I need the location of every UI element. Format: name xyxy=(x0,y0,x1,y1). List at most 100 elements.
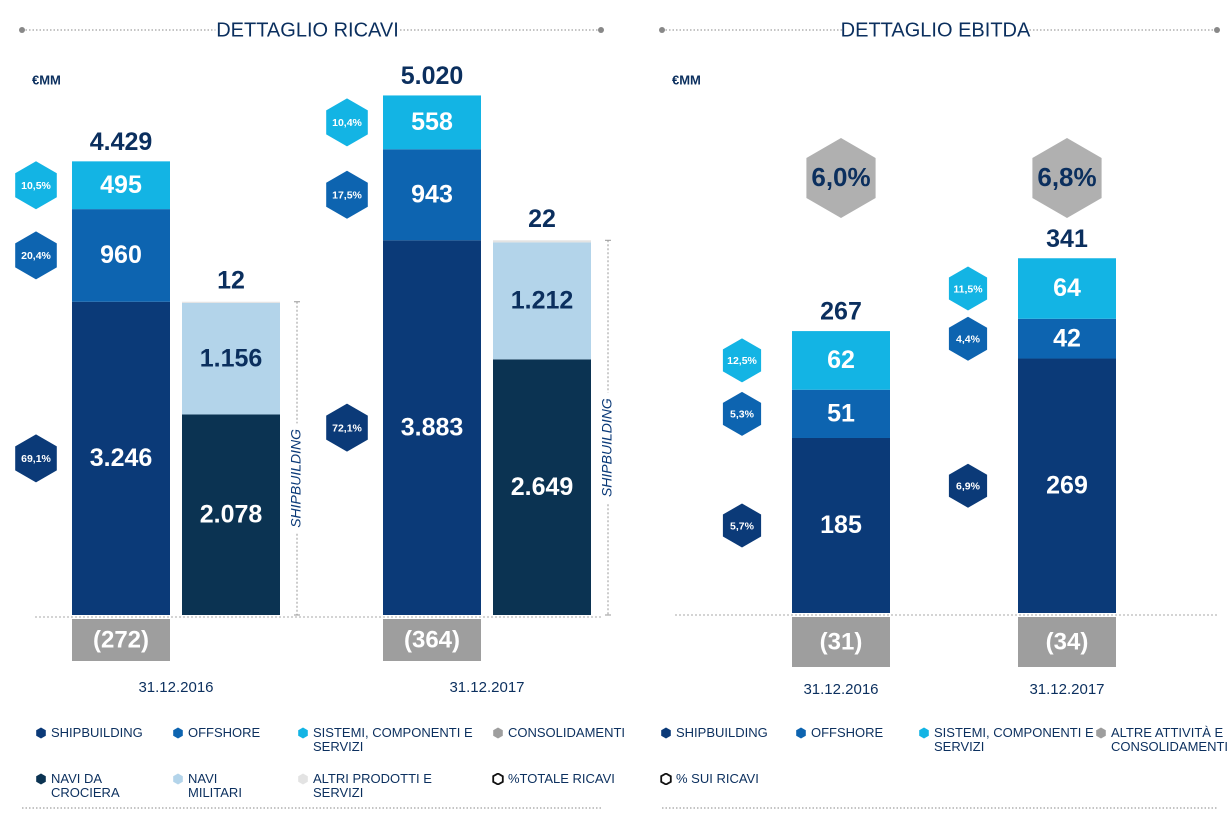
legend-swatch xyxy=(173,727,183,739)
share-label: 69,1% xyxy=(21,453,51,465)
consolidation-box xyxy=(792,617,890,667)
bar-segment xyxy=(1018,318,1116,359)
bar-segment xyxy=(493,242,591,360)
x-tick-label: 31.12.2017 xyxy=(1029,681,1104,698)
bar-segment xyxy=(383,240,481,615)
consolidation-box xyxy=(72,619,170,661)
bar-segment xyxy=(72,161,170,210)
margin-hex xyxy=(1032,138,1102,218)
share-label: 11,5% xyxy=(953,283,983,295)
legend-item: NAVI DA CROCIERA xyxy=(35,772,121,800)
legend-label: %TOTALE RICAVI xyxy=(508,771,615,786)
legend-item: NAVI MILITARI xyxy=(172,772,258,800)
detail-label: SHIPBUILDING xyxy=(288,429,304,528)
consolidation-label: (34) xyxy=(1046,628,1089,655)
legend-swatch xyxy=(796,727,806,739)
consolidation-label: (272) xyxy=(93,626,149,653)
segment-label: 960 xyxy=(100,241,142,269)
share-label: 5,7% xyxy=(730,520,755,532)
segment-label: 3.246 xyxy=(90,444,153,472)
share-hex xyxy=(326,170,368,219)
total-label: 4.429 xyxy=(90,128,153,156)
header-dot xyxy=(19,27,25,33)
legend-icon xyxy=(919,727,929,739)
legend-swatch xyxy=(660,773,672,785)
margin-label: 6,0% xyxy=(811,162,870,192)
legend-label: SISTEMI, COMPONENTI E SERVIZI xyxy=(934,725,1094,754)
share-label: 5,3% xyxy=(730,409,755,421)
legend-item: ALTRI PRODOTTI E SERVIZI xyxy=(297,772,473,800)
segment-label: 269 xyxy=(1046,471,1088,499)
consolidation-label: (31) xyxy=(820,628,863,655)
legend-icon xyxy=(492,773,504,785)
bar-segment xyxy=(182,302,280,415)
x-tick-label: 31.12.2017 xyxy=(449,679,524,696)
bar-segment xyxy=(792,437,890,613)
margin-label: 6,8% xyxy=(1037,162,1096,192)
share-label: 10,5% xyxy=(21,180,51,192)
unit-label: €MM xyxy=(32,72,61,87)
total-label: 341 xyxy=(1046,225,1088,253)
bar-segment xyxy=(182,301,280,303)
legend-item: OFFSHORE xyxy=(795,726,921,740)
legend-label: NAVI MILITARI xyxy=(188,771,242,800)
bar-segment xyxy=(72,209,170,302)
share-hex xyxy=(15,231,57,280)
bar-segment xyxy=(792,389,890,438)
share-hex xyxy=(722,338,762,383)
legend-label: SHIPBUILDING xyxy=(51,725,143,740)
margin-hex xyxy=(806,138,876,218)
x-tick-label: 31.12.2016 xyxy=(138,679,213,696)
consolidation-label: (364) xyxy=(404,626,460,653)
bar-segment xyxy=(493,240,591,243)
segment-label: 1.212 xyxy=(511,287,574,315)
legend-icon xyxy=(1096,727,1106,739)
legend-swatch xyxy=(492,773,504,785)
share-label: 6,9% xyxy=(956,481,981,493)
legend-swatch xyxy=(1096,727,1106,739)
legend-item: %TOTALE RICAVI xyxy=(492,772,628,786)
share-hex xyxy=(326,403,368,452)
segment-label: 62 xyxy=(827,346,855,374)
segment-label: 1.156 xyxy=(200,344,263,372)
detail-label-bg xyxy=(600,392,616,503)
bar-segment xyxy=(1018,358,1116,613)
segment-label: 12 xyxy=(217,266,245,294)
share-hex xyxy=(326,98,368,147)
header-dot xyxy=(659,27,665,33)
legend-label: SISTEMI, COMPONENTI E SERVIZI xyxy=(313,725,473,754)
share-label: 17,5% xyxy=(332,190,362,202)
segment-label: 943 xyxy=(411,180,453,208)
chart-title: DETTAGLIO RICAVI xyxy=(216,19,399,41)
header-dot xyxy=(598,27,604,33)
legend-icon xyxy=(796,727,806,739)
bar-segment xyxy=(182,414,280,615)
legend-icon xyxy=(298,727,308,739)
bar-segment xyxy=(72,301,170,615)
legend-icon xyxy=(660,773,672,785)
legend-label: ALTRI PRODOTTI E SERVIZI xyxy=(313,771,432,800)
share-hex xyxy=(722,503,762,548)
legend-icon xyxy=(298,773,308,785)
legend-swatch xyxy=(919,727,929,739)
legend-label: NAVI DA CROCIERA xyxy=(51,771,120,800)
share-label: 4,4% xyxy=(956,333,981,345)
legend-swatch xyxy=(298,773,308,785)
legend-label: OFFSHORE xyxy=(811,725,884,740)
legend-icon xyxy=(661,727,671,739)
legend-swatch xyxy=(493,727,503,739)
bar-segment xyxy=(792,331,890,390)
share-hex xyxy=(15,161,57,210)
legend-icon xyxy=(493,727,503,739)
legend-item: SISTEMI, COMPONENTI E SERVIZI xyxy=(918,726,1094,754)
share-label: 12,5% xyxy=(727,355,757,367)
total-label: 5.020 xyxy=(401,62,464,90)
legend-item: % SUI RICAVI xyxy=(660,772,786,786)
header-bg xyxy=(843,16,1028,44)
segment-label: 2.649 xyxy=(511,473,574,501)
legend-label: OFFSHORE xyxy=(188,725,261,740)
legend-swatch xyxy=(173,773,183,785)
segment-label: 42 xyxy=(1053,324,1081,352)
segment-label: 495 xyxy=(100,171,142,199)
